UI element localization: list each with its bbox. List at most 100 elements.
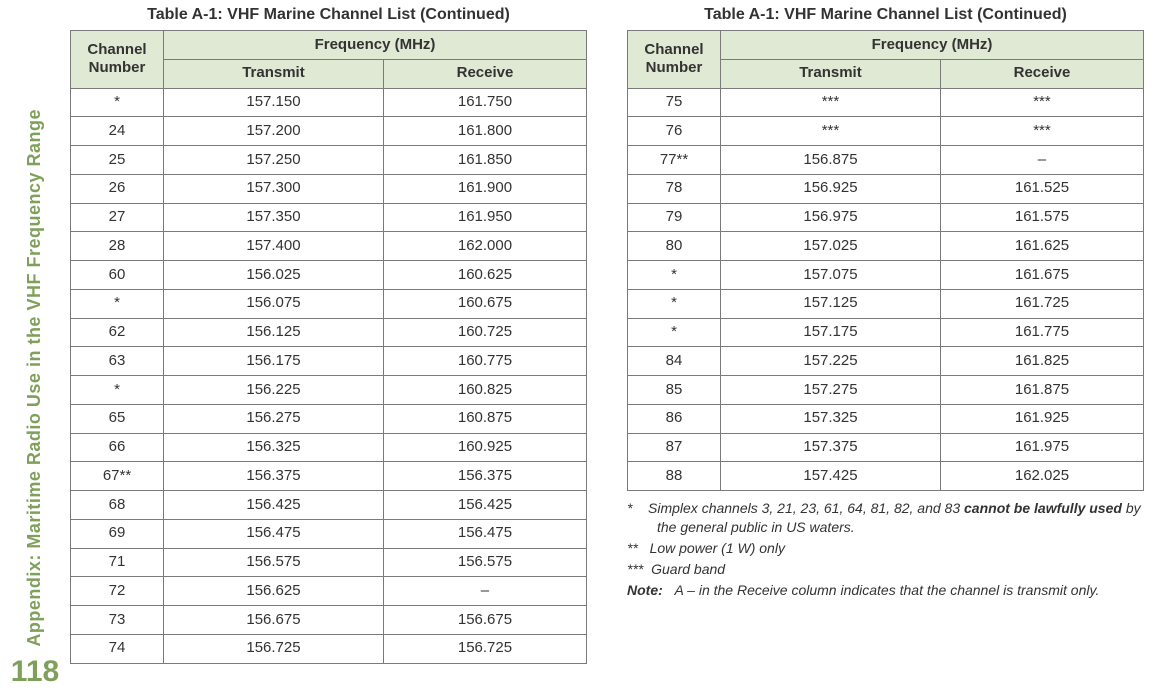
table-cell: 157.375 [721,433,941,462]
footnote-2: ** Low power (1 W) only [627,539,1144,558]
table-cell: 85 [628,376,721,405]
table-row: 87157.375161.975 [628,433,1144,462]
table-row: 28157.400162.000 [71,232,587,261]
table-cell: 88 [628,462,721,491]
table-cell: 161.575 [940,203,1143,232]
table-cell: 60 [71,261,164,290]
table-cell: 156.325 [164,433,384,462]
table-row: 72156.625– [71,577,587,606]
table-cell: 157.125 [721,289,941,318]
table-cell: 157.200 [164,117,384,146]
table-cell: 156.425 [383,491,586,520]
table-row: 71156.575156.575 [71,548,587,577]
table-row: 27157.350161.950 [71,203,587,232]
table-row: *157.075161.675 [628,261,1144,290]
footnote-1-pre: * Simplex channels 3, 21, 23, 61, 64, 81… [627,500,964,516]
table-cell: 72 [71,577,164,606]
table-row: 63156.175160.775 [71,347,587,376]
table-cell: 25 [71,146,164,175]
table-cell: 160.925 [383,433,586,462]
table-row: *157.150161.750 [71,88,587,117]
footnote-note: Note: A – in the Receive column indicate… [627,581,1144,600]
table-row: 66156.325160.925 [71,433,587,462]
table-row: 62156.125160.725 [71,318,587,347]
table-cell: 79 [628,203,721,232]
table-cell: * [71,376,164,405]
table-row: 68156.425156.425 [71,491,587,520]
table-cell: * [628,289,721,318]
table-cell: – [383,577,586,606]
table-cell: 162.025 [940,462,1143,491]
side-label-container: Appendix: Maritime Radio Use in the VHF … [10,0,60,699]
table-cell: 62 [71,318,164,347]
table-cell: 162.000 [383,232,586,261]
table-row: *157.125161.725 [628,289,1144,318]
table-cell: 161.975 [940,433,1143,462]
table-cell: 156.625 [164,577,384,606]
table-cell: 156.075 [164,289,384,318]
table-cell: 156.925 [721,174,941,203]
table-cell: 161.825 [940,347,1143,376]
table-cell: 156.875 [721,146,941,175]
table-cell: 73 [71,606,164,635]
table-cell: 160.825 [383,376,586,405]
appendix-title: Appendix: Maritime Radio Use in the VHF … [25,109,45,647]
table-cell: 156.725 [383,634,586,663]
table-cell: 156.675 [383,606,586,635]
table-cell: 78 [628,174,721,203]
footnote-1-bold: cannot be lawfully used [964,500,1122,516]
table-row: 24157.200161.800 [71,117,587,146]
table-row: 86157.325161.925 [628,404,1144,433]
table-cell: 156.025 [164,261,384,290]
note-label: Note: [627,582,663,598]
th-channel: Channel Number [71,31,164,89]
table-cell: *** [940,88,1143,117]
table-cell: 157.250 [164,146,384,175]
table-cell: 157.400 [164,232,384,261]
table-cell: *** [940,117,1143,146]
table-cell: 156.675 [164,606,384,635]
table-cell: 161.625 [940,232,1143,261]
table-cell: 67** [71,462,164,491]
table-cell: 161.900 [383,174,586,203]
table-cell: 156.225 [164,376,384,405]
table-cell: 68 [71,491,164,520]
table-cell: 157.350 [164,203,384,232]
th-transmit: Transmit [721,59,941,88]
table-cell: 156.375 [164,462,384,491]
table-row: 77**156.875– [628,146,1144,175]
table-cell: 156.375 [383,462,586,491]
table-cell: 69 [71,519,164,548]
table-cell: 161.950 [383,203,586,232]
table-cell: 161.525 [940,174,1143,203]
table-cell: *** [721,88,941,117]
table-cell: 157.300 [164,174,384,203]
table-cell: 161.750 [383,88,586,117]
table-row: 65156.275160.875 [71,404,587,433]
left-column: Table A-1: VHF Marine Channel List (Cont… [70,6,587,693]
th-freq: Frequency (MHz) [164,31,587,60]
table-cell: * [628,261,721,290]
table-cell: 77** [628,146,721,175]
page-number: 118 [11,655,59,689]
table-row: *156.075160.675 [71,289,587,318]
th-receive: Receive [940,59,1143,88]
table-cell: 161.725 [940,289,1143,318]
table-row: 85157.275161.875 [628,376,1144,405]
table-cell: 157.325 [721,404,941,433]
table-cell: 27 [71,203,164,232]
footnote-3: *** Guard band [627,560,1144,579]
table-row: 69156.475156.475 [71,519,587,548]
table-cell: * [628,318,721,347]
table-row: 67**156.375156.375 [71,462,587,491]
table-cell: 80 [628,232,721,261]
table-row: *156.225160.825 [71,376,587,405]
table-cell: 26 [71,174,164,203]
table-cell: 63 [71,347,164,376]
table-cell: 156.725 [164,634,384,663]
footnote-1: * Simplex channels 3, 21, 23, 61, 64, 81… [627,499,1144,537]
table-cell: 161.850 [383,146,586,175]
table-cell: 86 [628,404,721,433]
th-transmit: Transmit [164,59,384,88]
left-table: Channel Number Frequency (MHz) Transmit … [70,30,587,664]
